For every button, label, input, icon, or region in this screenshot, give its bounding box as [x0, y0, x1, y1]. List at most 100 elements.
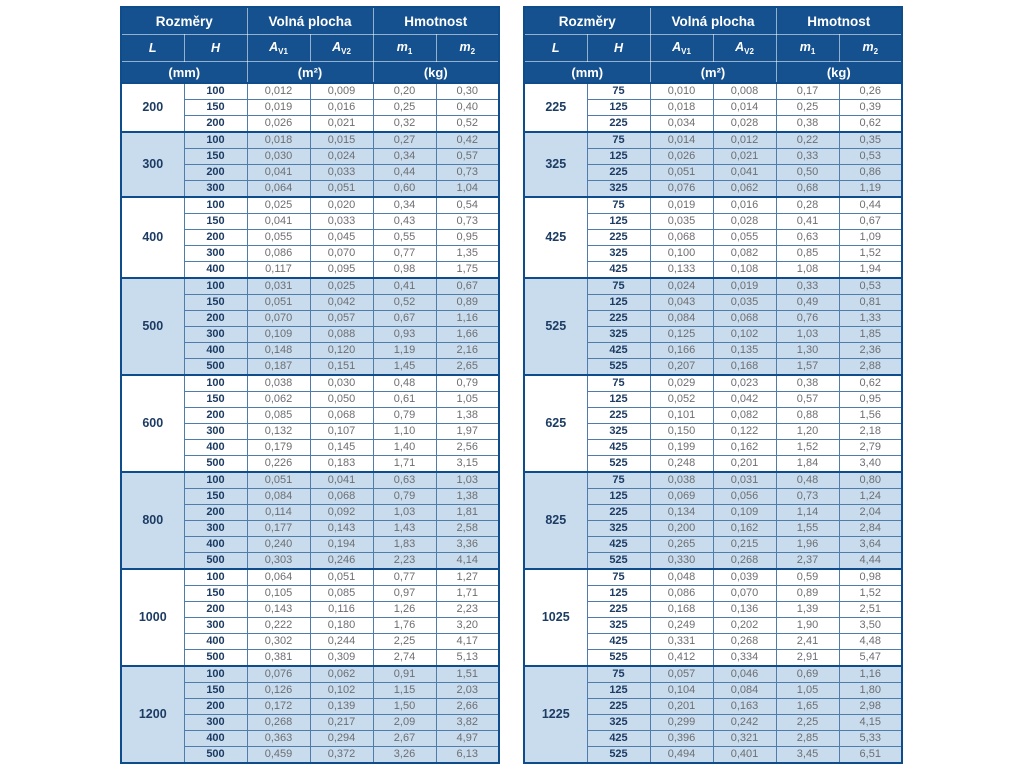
table-row: 200 0,172 0,139 1,50 2,66: [121, 698, 500, 715]
value-cell: 0,021: [712, 148, 777, 165]
table-row: 125 0,086 0,070 0,89 1,52: [524, 585, 903, 602]
col-L: L: [120, 34, 185, 62]
table-row: 125 0,052 0,042 0,57 0,95: [524, 391, 903, 408]
value-cell: 1,56: [838, 407, 903, 424]
value-cell: 0,48: [372, 374, 437, 392]
value-cell: 0,009: [309, 82, 374, 100]
table-row: 325 0,150 0,122 1,20 2,18: [524, 423, 903, 440]
value-cell: 1,30: [775, 342, 840, 359]
value-cell: 0,240: [246, 536, 311, 553]
dimensions-table-right: Rozměry Volná plocha Hmotnost L H AV1 AV2 m1 m2(…: [523, 6, 903, 764]
height-cell: 225: [586, 407, 651, 424]
table-row: 525 0,248 0,201 1,84 3,40: [524, 455, 903, 473]
value-cell: 0,109: [246, 326, 311, 343]
height-cell: 525: [586, 455, 651, 473]
table-row: 425 0,166 0,135 1,30 2,36: [524, 342, 903, 359]
value-cell: 0,048: [649, 568, 714, 586]
value-cell: 1,80: [838, 682, 903, 699]
value-cell: 0,67: [838, 213, 903, 230]
value-cell: 0,97: [372, 585, 437, 602]
value-cell: 0,086: [246, 245, 311, 262]
value-cell: 0,033: [309, 213, 374, 230]
value-cell: 1,66: [435, 326, 500, 343]
value-cell: 3,50: [838, 617, 903, 634]
value-cell: 1,81: [435, 504, 500, 521]
value-cell: 0,73: [435, 164, 500, 181]
col-subscript: 1: [810, 47, 816, 56]
value-cell: 0,401: [712, 746, 777, 764]
value-cell: 0,107: [309, 423, 374, 440]
value-cell: 0,22: [775, 131, 840, 149]
height-cell: 75: [586, 196, 651, 214]
table-row: 400 0,363 0,294 2,67 4,97: [121, 730, 500, 747]
col-m2: m2: [435, 34, 500, 62]
value-cell: 0,016: [309, 99, 374, 116]
value-cell: 0,015: [309, 131, 374, 149]
value-cell: 0,33: [775, 277, 840, 295]
value-cell: 2,56: [435, 439, 500, 456]
table-row: 225 0,134 0,109 1,14 2,04: [524, 504, 903, 521]
table-row: 225 0,168 0,136 1,39 2,51: [524, 601, 903, 618]
value-cell: 0,024: [309, 148, 374, 165]
col-subscript: V2: [744, 47, 754, 56]
unit-mm: (mm): [120, 61, 248, 84]
value-cell: 0,268: [712, 633, 777, 650]
length-cell: 600: [120, 374, 185, 473]
value-cell: 3,26: [372, 746, 437, 764]
value-cell: 0,026: [246, 115, 311, 133]
value-cell: 0,085: [246, 407, 311, 424]
value-cell: 0,162: [712, 439, 777, 456]
height-cell: 200: [183, 698, 248, 715]
value-cell: 3,45: [775, 746, 840, 764]
value-cell: 0,035: [712, 294, 777, 311]
value-cell: 2,16: [435, 342, 500, 359]
value-cell: 0,201: [712, 455, 777, 473]
value-cell: 0,459: [246, 746, 311, 764]
table-row: 300 0,064 0,051 0,60 1,04: [121, 180, 500, 198]
table-row: 600 100 0,038 0,030 0,48 0,79: [120, 374, 500, 473]
height-cell: 100: [183, 471, 248, 489]
col-symbol: H: [210, 41, 221, 55]
table-row: 1000 100 0,064 0,051 0,77 1,27: [120, 568, 500, 667]
height-cell: 125: [586, 585, 651, 602]
length-cell: 425: [523, 196, 588, 279]
value-cell: 0,035: [649, 213, 714, 230]
value-cell: 0,163: [712, 698, 777, 715]
value-cell: 0,041: [309, 471, 374, 489]
value-cell: 0,38: [775, 374, 840, 392]
table-row: 325 0,249 0,202 1,90 3,50: [524, 617, 903, 634]
table-row: 150 0,084 0,068 0,79 1,38: [121, 488, 500, 505]
value-cell: 0,031: [712, 471, 777, 489]
value-cell: 0,025: [309, 277, 374, 295]
value-cell: 1,27: [435, 568, 500, 586]
height-cell: 150: [183, 585, 248, 602]
value-cell: 0,396: [649, 730, 714, 747]
value-cell: 0,148: [246, 342, 311, 359]
value-cell: 0,79: [372, 488, 437, 505]
value-cell: 1,09: [838, 229, 903, 246]
value-cell: 4,97: [435, 730, 500, 747]
value-cell: 1,33: [838, 310, 903, 327]
table-row: 425 0,199 0,162 1,52 2,79: [524, 439, 903, 456]
value-cell: 0,268: [712, 552, 777, 570]
col-subscript: 1: [407, 47, 413, 56]
value-cell: 0,041: [246, 164, 311, 181]
col-subscript: V2: [341, 47, 351, 56]
height-cell: 100: [183, 131, 248, 149]
value-cell: 0,331: [649, 633, 714, 650]
value-cell: 0,012: [712, 131, 777, 149]
col-Av1: AV1: [649, 34, 714, 62]
value-cell: 0,162: [712, 520, 777, 537]
value-cell: 2,74: [372, 649, 437, 667]
height-cell: 225: [586, 601, 651, 618]
value-cell: 0,125: [649, 326, 714, 343]
length-cell: 400: [120, 196, 185, 279]
height-cell: 300: [183, 617, 248, 634]
value-cell: 1,52: [775, 439, 840, 456]
value-cell: 1,19: [372, 342, 437, 359]
height-cell: 225: [586, 229, 651, 246]
value-cell: 0,102: [309, 682, 374, 699]
col-symbol: m: [396, 40, 408, 54]
table-row: 400 0,117 0,095 0,98 1,75: [121, 261, 500, 279]
value-cell: 0,363: [246, 730, 311, 747]
